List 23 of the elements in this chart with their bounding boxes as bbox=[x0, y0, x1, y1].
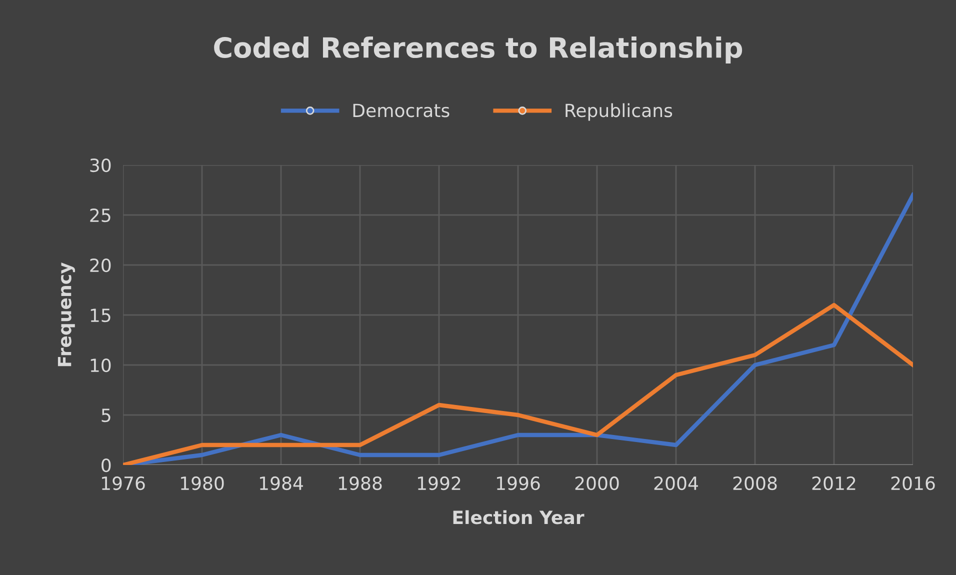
x-tick-label: 1976 bbox=[102, 476, 145, 490]
y-axis-title: Frequency bbox=[58, 262, 76, 366]
x-tick-label: 1980 bbox=[181, 476, 224, 490]
y-tick-label: 5 bbox=[102, 408, 110, 422]
legend-label: Republicans bbox=[566, 103, 672, 121]
x-axis-title: Election Year bbox=[453, 510, 584, 524]
y-tick-label: 20 bbox=[90, 258, 111, 272]
x-tick-label: 2016 bbox=[891, 476, 935, 490]
x-tick-label: 2000 bbox=[575, 476, 619, 490]
y-tick-label: 30 bbox=[90, 158, 111, 172]
x-tick-label: 1988 bbox=[339, 476, 382, 490]
x-tick-label: 1992 bbox=[418, 476, 460, 490]
chart-title: Coded References to Relationship bbox=[214, 36, 742, 64]
y-tick-label: 25 bbox=[90, 208, 110, 222]
y-tick-label: 0 bbox=[102, 458, 111, 472]
legend-label: Democrats bbox=[353, 104, 450, 118]
y-tick-label: 10 bbox=[90, 358, 111, 372]
x-tick-label: 2008 bbox=[733, 476, 777, 490]
y-tick-label: 15 bbox=[90, 308, 110, 322]
x-tick-label: 2004 bbox=[654, 476, 698, 490]
x-tick-label: 2012 bbox=[812, 476, 856, 490]
x-tick-label: 1984 bbox=[260, 476, 303, 490]
x-tick-label: 1996 bbox=[497, 476, 540, 490]
